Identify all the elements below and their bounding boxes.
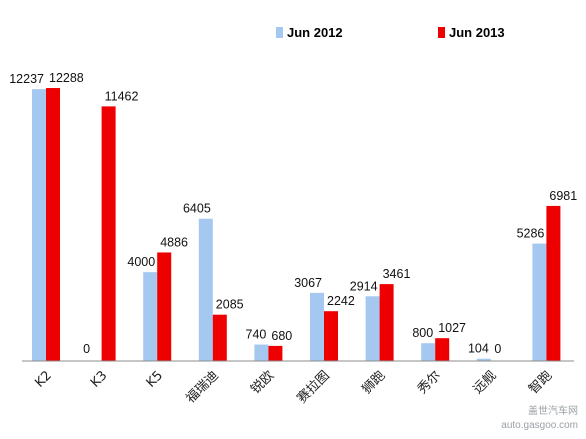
data-label-1-6: 3461 <box>383 267 411 281</box>
bar-0-0 <box>32 89 46 361</box>
data-label-1-7: 1027 <box>438 321 466 335</box>
watermark-brand: 盖世汽车网 <box>528 404 578 417</box>
data-label-0-3: 6405 <box>183 202 211 216</box>
legend-swatch-1 <box>438 27 445 38</box>
bar-0-2 <box>143 272 158 361</box>
x-tick-label-2: K5 <box>144 368 166 390</box>
x-tick-label-8: 远舰 <box>471 368 500 397</box>
data-label-0-0: 12237 <box>9 72 44 86</box>
tick-labels-group: K2 K3 K5 福瑞迪 锐欧 赛拉图 狮跑 秀尔 远舰 智跑 <box>32 368 555 407</box>
legend: Jun 2012 Jun 2013 <box>276 25 505 40</box>
legend-swatch-0 <box>276 27 283 38</box>
bar-1-0 <box>46 88 60 362</box>
data-label-1-3: 2085 <box>216 298 244 312</box>
x-tick-label-1: K3 <box>88 368 110 390</box>
x-tick-label-0: K2 <box>32 368 54 390</box>
legend-label-0: Jun 2012 <box>287 25 343 40</box>
data-label-0-2: 4000 <box>127 255 155 269</box>
data-label-0-5: 3067 <box>294 276 322 290</box>
data-label-1-8: 0 <box>494 342 501 356</box>
data-label-0-4: 740 <box>246 328 267 342</box>
data-label-1-5: 2242 <box>327 294 355 308</box>
watermark: 盖世汽车网 auto.gasgoo.com <box>501 404 578 431</box>
watermark-url: auto.gasgoo.com <box>501 420 578 431</box>
bar-0-6 <box>365 296 380 361</box>
x-tick-label-7: 秀尔 <box>415 368 444 397</box>
bar-0-5 <box>310 292 324 361</box>
bar-1-7 <box>435 338 450 361</box>
data-label-0-9: 5286 <box>517 227 545 241</box>
bar-0-4 <box>254 344 269 361</box>
bars-group <box>32 88 561 362</box>
bar-0-7 <box>421 343 436 361</box>
bar-0-8 <box>476 358 491 361</box>
x-tick-label-4: 锐欧 <box>248 368 277 397</box>
bar-1-3 <box>212 314 227 361</box>
legend-label-1: Jun 2013 <box>449 25 505 40</box>
data-label-0-7: 800 <box>412 326 433 340</box>
bar-0-9 <box>532 243 547 361</box>
data-label-1-9: 6981 <box>549 189 577 203</box>
value-labels-group: 12237 12288 0 11462 4000 4886 6405 2085 740 680 30… <box>9 71 577 356</box>
data-label-0-6: 2914 <box>350 279 378 293</box>
data-label-1-0: 12288 <box>49 71 84 85</box>
bar-1-1 <box>101 106 116 362</box>
data-label-1-4: 680 <box>271 329 292 343</box>
data-label-1-2: 4886 <box>160 235 188 249</box>
x-tick-label-5: 赛拉图 <box>294 368 333 407</box>
x-tick-label-6: 狮跑 <box>359 368 388 397</box>
bar-1-2 <box>157 252 172 361</box>
bar-1-5 <box>324 311 338 361</box>
bar-1-6 <box>379 284 394 361</box>
data-label-0-8: 104 <box>468 342 489 356</box>
data-label-0-1: 0 <box>83 342 90 356</box>
bar-1-4 <box>268 345 283 361</box>
data-label-1-1: 11462 <box>105 89 139 103</box>
bar-0-3 <box>198 218 213 361</box>
x-tick-label-3: 福瑞迪 <box>183 368 221 406</box>
bar-1-9 <box>546 205 561 361</box>
x-tick-label-9: 智跑 <box>526 368 555 397</box>
